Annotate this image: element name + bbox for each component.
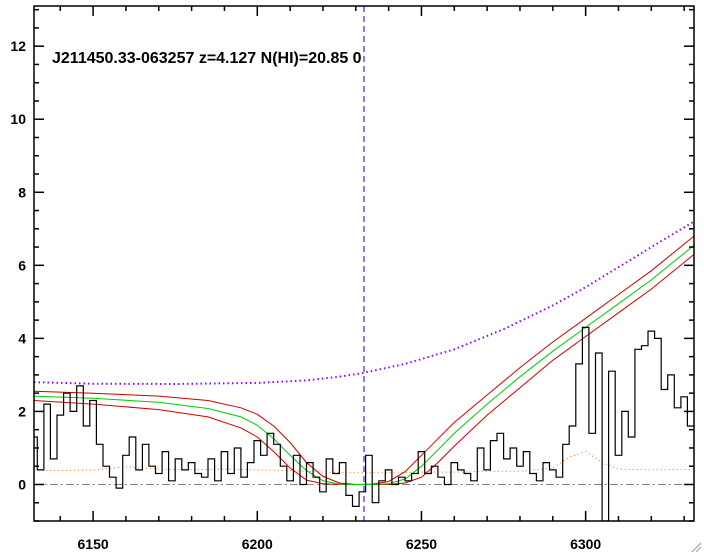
y-tick-label: 12 <box>10 38 26 54</box>
y-tick-label: 8 <box>18 184 26 200</box>
data-layer <box>34 6 694 521</box>
x-tick-label: 6150 <box>78 536 109 552</box>
plot-title: J211450.33-063257 z=4.127 N(HI)=20.85 0 <box>52 50 362 67</box>
flux-spectrum <box>34 326 694 521</box>
y-tick-label: 6 <box>18 257 26 273</box>
continuum-curve <box>34 220 694 386</box>
tick-labels: 6150 6200 6250 6300 0 2 4 6 8 10 12 <box>10 38 601 552</box>
x-tick-label: 6300 <box>570 536 601 552</box>
axis-ticks <box>34 6 694 522</box>
y-tick-label: 2 <box>18 403 26 419</box>
y-tick-label: 4 <box>18 330 26 346</box>
y-tick-label: 0 <box>18 476 26 492</box>
plot-frame <box>33 5 695 522</box>
x-tick-label: 6200 <box>242 536 273 552</box>
x-tick-label: 6250 <box>406 536 437 552</box>
y-tick-label: 10 <box>10 111 26 127</box>
resize-grip-icon[interactable] <box>691 542 702 553</box>
